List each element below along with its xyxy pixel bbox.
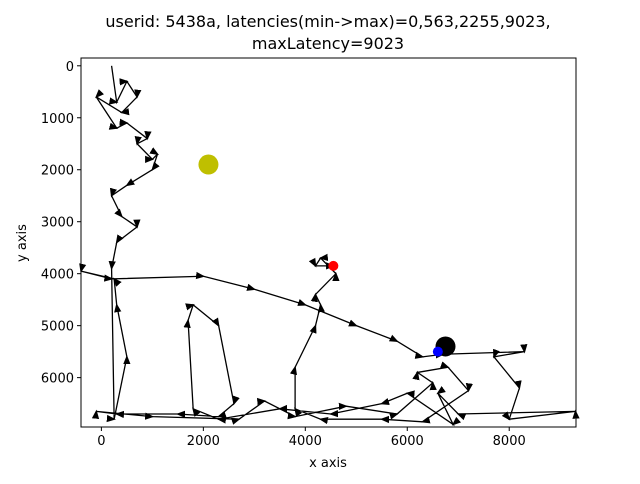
y-tick-label: 4000 bbox=[41, 268, 74, 283]
marker-point bbox=[432, 346, 443, 357]
y-tick-label: 6000 bbox=[41, 372, 74, 387]
plot-frame bbox=[80, 57, 577, 428]
y-tick-label: 5000 bbox=[41, 320, 74, 335]
x-tick-label: 0 bbox=[97, 434, 105, 449]
x-tick-label: 2000 bbox=[187, 434, 220, 449]
marker-point bbox=[198, 154, 219, 175]
y-tick-label: 3000 bbox=[41, 216, 74, 231]
y-tick-label: 2000 bbox=[41, 164, 74, 179]
x-tick-label: 8000 bbox=[493, 434, 526, 449]
y-axis-label: y axis bbox=[15, 224, 30, 262]
marker-point bbox=[328, 260, 339, 271]
y-tick-label: 0 bbox=[66, 60, 74, 75]
chart-title: maxLatency=9023 bbox=[252, 34, 404, 53]
x-tick-label: 6000 bbox=[391, 434, 424, 449]
x-axis-label: x axis bbox=[309, 456, 347, 471]
trajectory bbox=[79, 65, 580, 427]
y-tick-label: 1000 bbox=[41, 112, 74, 127]
chart-title: userid: 5438a, latencies(min->max)=0,563… bbox=[105, 12, 550, 31]
x-tick-label: 4000 bbox=[289, 434, 322, 449]
